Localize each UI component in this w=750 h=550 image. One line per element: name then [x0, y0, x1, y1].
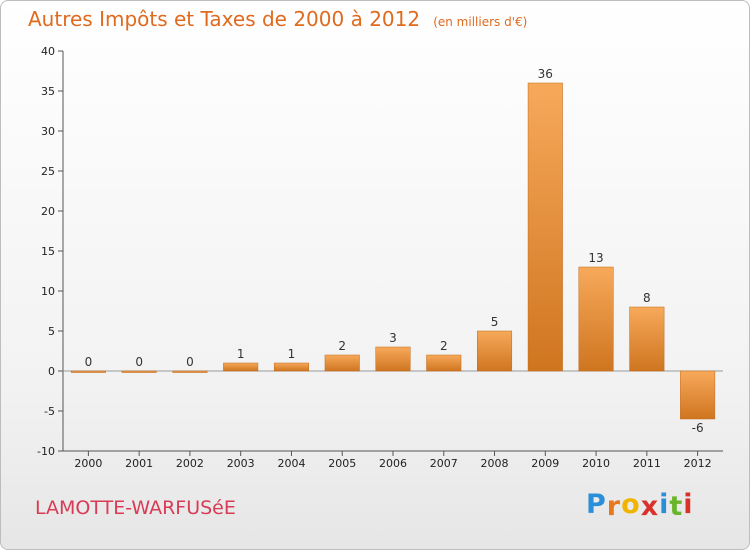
bar-2008 — [477, 330, 513, 372]
x-tick-label-2011: 2011 — [633, 457, 661, 470]
commune-name: LAMOTTE-WARFUSéE — [35, 497, 236, 519]
y-tick-label: 15 — [41, 245, 55, 258]
y-tick-label: 5 — [48, 325, 55, 338]
x-tick-label-2012: 2012 — [684, 457, 712, 470]
y-tick-label: 25 — [41, 165, 55, 178]
bar-2000 — [70, 370, 106, 373]
chart-bars — [70, 82, 716, 420]
logo-letter: o — [621, 489, 641, 520]
data-label-2007: 2 — [440, 339, 448, 353]
bar-2005 — [324, 354, 360, 372]
bar-2004 — [273, 362, 309, 372]
y-tick-label: 35 — [41, 85, 55, 98]
x-tick-label-2007: 2007 — [430, 457, 458, 470]
data-label-2003: 1 — [237, 347, 245, 361]
data-label-2010: 13 — [588, 251, 603, 265]
y-tick-label: 10 — [41, 285, 55, 298]
x-tick-label-2005: 2005 — [328, 457, 356, 470]
data-label-2006: 3 — [389, 331, 397, 345]
y-tick-label: 30 — [41, 125, 55, 138]
data-label-2005: 2 — [338, 339, 346, 353]
chart-data-labels: 0 0 0 1 1 2 3 2 5 36 13 8 -6 — [85, 67, 704, 435]
logo-letter: P — [586, 489, 607, 520]
bar-2006 — [375, 346, 411, 372]
logo-letter: i — [659, 489, 670, 520]
chart-title: Autres Impôts et Taxes de 2000 à 2012 (e… — [28, 7, 527, 31]
x-tick-label-2003: 2003 — [227, 457, 255, 470]
data-label-2002: 0 — [186, 355, 194, 369]
data-label-2000: 0 — [85, 355, 93, 369]
x-tick-label-2009: 2009 — [531, 457, 559, 470]
data-label-2012: -6 — [692, 421, 704, 435]
x-tick-label-2010: 2010 — [582, 457, 610, 470]
bar-2009 — [527, 82, 563, 372]
x-tick-label-2002: 2002 — [176, 457, 204, 470]
logo-letter: r — [606, 491, 622, 522]
proxiti-logo[interactable]: Proxiti — [586, 489, 694, 522]
chart-title-unit: (en milliers d'€) — [433, 15, 528, 29]
y-tick-label: 0 — [48, 365, 55, 378]
bar-2012 — [680, 370, 716, 420]
logo-letter: t — [669, 491, 684, 522]
x-tick-label-2004: 2004 — [277, 457, 305, 470]
data-label-2001: 0 — [135, 355, 143, 369]
data-label-2004: 1 — [288, 347, 296, 361]
y-tick-label: 20 — [41, 205, 55, 218]
data-label-2008: 5 — [491, 315, 499, 329]
chart-title-main: Autres Impôts et Taxes de 2000 à 2012 — [28, 7, 421, 31]
x-tick-label-2001: 2001 — [125, 457, 153, 470]
bar-2001 — [121, 370, 157, 373]
bar-2007 — [426, 354, 462, 372]
y-tick-label: -5 — [44, 405, 55, 418]
bar-2010 — [578, 266, 614, 372]
bar-2011 — [629, 306, 665, 372]
x-tick-label-2008: 2008 — [481, 457, 509, 470]
y-tick-label: 40 — [41, 45, 55, 58]
logo-letter: x — [640, 491, 660, 522]
data-label-2011: 8 — [643, 291, 651, 305]
bar-2002 — [172, 370, 208, 373]
logo-letter: i — [683, 489, 694, 520]
x-tick-label-2006: 2006 — [379, 457, 407, 470]
x-tick-label-2000: 2000 — [74, 457, 102, 470]
bar-2003 — [223, 362, 259, 372]
y-tick-label: -10 — [37, 445, 55, 458]
data-label-2009: 36 — [538, 67, 553, 81]
